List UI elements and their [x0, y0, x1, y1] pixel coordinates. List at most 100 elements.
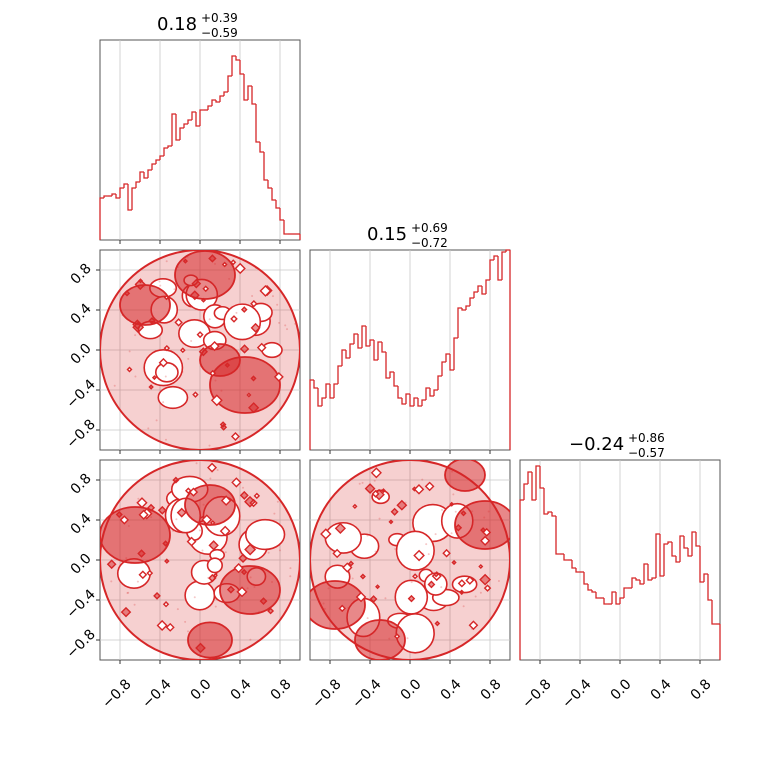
hist-bin-diag-0-29: [215, 100, 220, 103]
ytick-label-r2-0: −0.8: [63, 626, 98, 661]
sample-point-pair-2-0-6: [246, 587, 249, 590]
contour-island-pair-2-0-1: [210, 520, 216, 526]
panel-pair-1-0: [96, 249, 301, 454]
panel-diag-0: [99, 39, 301, 244]
hist-bin-diag-1-45: [489, 259, 494, 280]
sample-point-pair-1-0-6: [162, 401, 165, 404]
hist-bin-diag-0-16: [163, 147, 168, 156]
hist-bin-diag-0-3: [111, 193, 116, 196]
contour-island-pair-2-0-29: [259, 597, 268, 606]
hist-bin-diag-1-15: [369, 339, 374, 346]
sample-point-pair-2-0-14: [110, 580, 113, 583]
contour-dense-pair-2-1-0: [310, 580, 366, 630]
contour-island-pair-2-0-39: [115, 510, 123, 519]
hist-bin-diag-2-21: [603, 598, 608, 605]
contour-dense-pair-2-1-1: [354, 619, 406, 660]
contour-island-pair-2-0-20: [138, 570, 148, 580]
title-diag-1-lower: −0.72: [411, 236, 448, 250]
hist-bin-diag-0-40: [259, 142, 264, 153]
hist-bin-diag-2-0: [519, 499, 524, 660]
sample-point-pair-2-1-6: [421, 552, 424, 555]
sample-point-pair-2-1-38: [404, 501, 407, 504]
sample-point-pair-2-1-31: [462, 605, 465, 608]
contour-dense-pair-2-0-3: [187, 621, 233, 659]
hist-bin-diag-2-19: [595, 592, 600, 599]
sample-point-pair-1-0-19: [208, 318, 211, 321]
contour-island-pair-2-0-32: [138, 509, 149, 520]
hist-bin-diag-1-33: [441, 361, 446, 376]
sample-point-pair-2-1-3: [389, 536, 392, 539]
sample-point-pair-1-0-23: [251, 294, 254, 297]
hist-bin-diag-0-35: [239, 60, 244, 75]
xtick-label-c2-1: −0.4: [559, 676, 594, 711]
contour-island-pair-1-0-5: [126, 366, 133, 373]
hist-bin-diag-2-43: [691, 531, 696, 556]
hist-bin-diag-1-43: [481, 286, 486, 295]
hist-bin-diag-2-24: [615, 592, 620, 605]
title-diag-2-upper: +0.86: [628, 431, 665, 445]
hist-bin-diag-2-31: [643, 563, 648, 584]
sample-point-pair-2-1-26: [351, 577, 354, 580]
xtick-label-c2-4: 0.8: [688, 676, 715, 703]
sample-point-pair-2-1-4: [388, 637, 391, 640]
contour-island-pair-2-0-17: [240, 568, 248, 576]
contour-island-pair-2-1-41: [396, 499, 408, 511]
contour-island-pair-1-0-8: [198, 347, 209, 357]
sample-point-pair-2-0-31: [201, 549, 204, 552]
panel-pair-2-0: [96, 459, 301, 664]
contour-dense-pair-2-0-1: [184, 484, 236, 526]
sample-point-pair-2-1-34: [435, 574, 438, 577]
hist-bin-diag-1-34: [445, 353, 450, 362]
contour-island-pair-2-0-33: [106, 559, 117, 570]
ytick-label-r2-3: 0.4: [68, 511, 95, 538]
ytick-label-r2-2: 0.0: [68, 551, 95, 578]
contour-island-pair-2-1-39: [457, 579, 467, 588]
contour-island-pair-2-0-13: [231, 477, 242, 488]
hist-bin-diag-2-47: [707, 574, 712, 601]
contour-island-pair-2-0-36: [236, 586, 248, 598]
hist-bin-diag-2-9: [555, 516, 560, 555]
contour-island-pair-2-0-42: [239, 490, 249, 500]
contour-island-pair-2-1-6: [483, 584, 492, 592]
contour-island-pair-2-1-15: [375, 584, 381, 590]
xtick-label-c0-2: 0.0: [188, 676, 215, 703]
hist-bin-diag-0-24: [195, 112, 200, 127]
sample-point-pair-1-0-15: [147, 427, 150, 430]
contour-island-pair-2-0-31: [226, 585, 235, 594]
hist-bin-diag-1-42: [477, 285, 482, 292]
sample-point-pair-2-0-7: [150, 516, 153, 519]
title-diag-1-upper: +0.69: [411, 221, 448, 235]
hist-bin-diag-1-26: [413, 397, 418, 406]
sample-point-pair-1-0-20: [276, 303, 279, 306]
contour-island-pair-1-0-15: [273, 371, 284, 382]
sample-point-pair-2-1-27: [421, 478, 424, 481]
contour-island-pair-2-1-21: [442, 548, 451, 558]
contour-island-pair-2-1-1: [342, 562, 353, 573]
sample-point-pair-1-0-30: [223, 325, 226, 328]
contour-island-pair-1-0-36: [123, 290, 131, 297]
ylabels-row-2: −0.8 −0.4 0.0 0.4 0.8: [63, 471, 98, 662]
hist-bin-diag-1-23: [401, 398, 406, 405]
sample-point-pair-1-0-13: [294, 322, 297, 325]
contour-island-pair-1-0-19: [202, 285, 210, 293]
contour-group-pair-2-0: [100, 460, 300, 660]
sample-point-pair-1-0-17: [284, 324, 287, 327]
hist-bin-diag-0-5: [119, 187, 124, 198]
xtick-label-c1-4: 0.8: [478, 676, 505, 703]
contour-island-pair-1-0-41: [163, 344, 171, 352]
contour-island-pair-2-0-0: [207, 462, 218, 473]
hist-bin-diag-2-40: [679, 535, 684, 562]
contour-island-pair-2-0-6: [208, 540, 219, 551]
contour-island-pair-2-0-21: [137, 549, 146, 558]
ytick-label-r1-1: −0.4: [63, 376, 98, 411]
sample-point-pair-2-0-24: [289, 567, 292, 570]
sample-point-pair-2-0-19: [236, 590, 239, 593]
contour-island-pair-2-0-35: [244, 543, 257, 556]
sample-point-pair-2-0-20: [175, 518, 178, 521]
hist-bin-diag-0-17: [167, 145, 172, 148]
sample-point-pair-1-0-2: [214, 262, 217, 265]
sample-point-pair-1-0-27: [158, 323, 161, 326]
ytick-label-r1-4: 0.8: [68, 261, 95, 288]
contour-island-pair-1-0-31: [163, 294, 170, 301]
hist-bin-diag-0-31: [223, 91, 228, 96]
